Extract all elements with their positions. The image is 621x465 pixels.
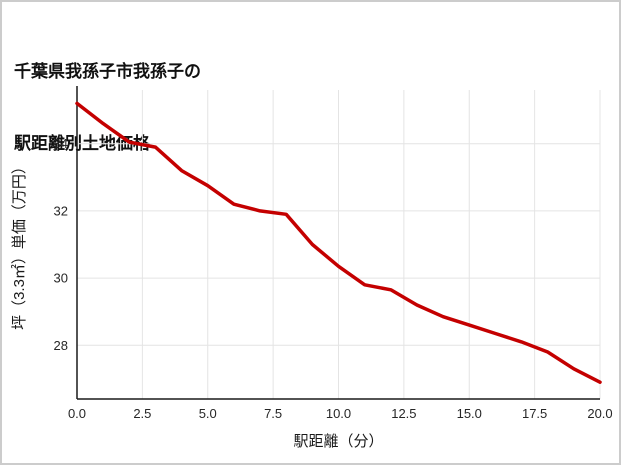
- x-tick-label: 7.5: [264, 406, 282, 421]
- chart-area: 0.0 2.5 5.0 7.5 10.0 12.5 15.0 17.5 20.0 28 30 32 34…: [2, 74, 619, 463]
- x-tick-label: 2.5: [133, 406, 151, 421]
- chart-title-line1: 千葉県我孫子市我孫子の: [14, 62, 201, 81]
- x-tick-label: 5.0: [199, 406, 217, 421]
- x-tick-label: 0.0: [68, 406, 86, 421]
- y-tick-label: 32: [54, 203, 68, 218]
- x-tick-label: 15.0: [457, 406, 482, 421]
- y-tick-label: 34: [54, 136, 68, 151]
- land-price-line-chart: 0.0 2.5 5.0 7.5 10.0 12.5 15.0 17.5 20.0 28 30 32 34…: [11, 86, 613, 450]
- price-line-series: [75, 101, 602, 384]
- x-tick-label: 10.0: [326, 406, 351, 421]
- y-axis-label: 坪（3.3㎡）単価（万円）: [11, 159, 28, 330]
- x-axis-label: 駅距離（分）: [293, 432, 383, 450]
- y-tick-label: 28: [54, 338, 68, 353]
- x-tick-label: 20.0: [587, 406, 612, 421]
- x-tick-label: 12.5: [391, 406, 416, 421]
- y-tick-label: 30: [54, 271, 68, 286]
- x-tick-label: 17.5: [522, 406, 547, 421]
